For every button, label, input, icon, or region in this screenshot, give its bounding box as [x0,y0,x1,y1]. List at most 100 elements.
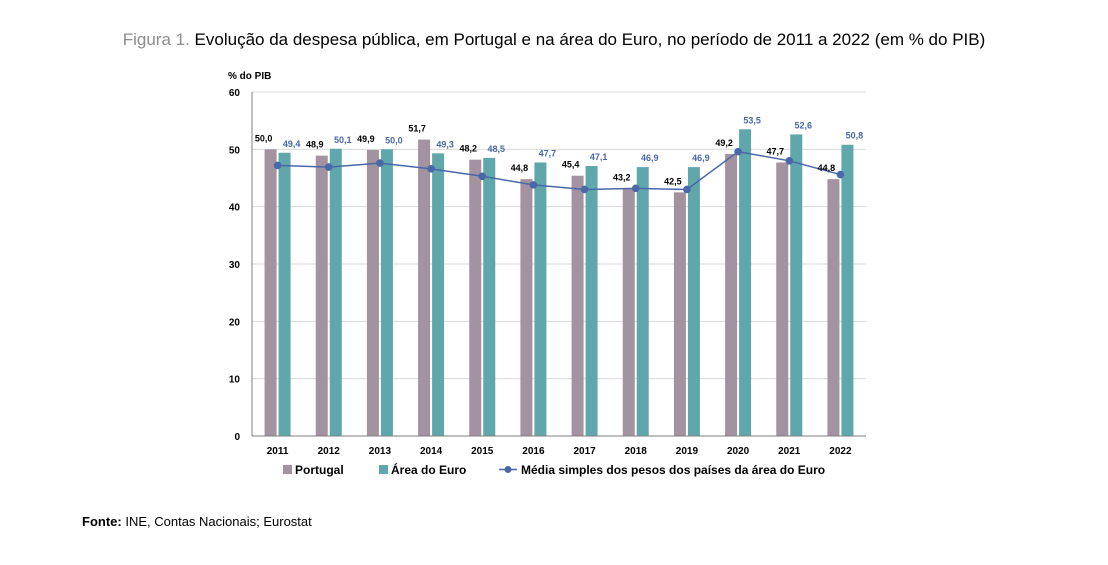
data-label-portugal: 49,9 [357,134,375,144]
data-label-area-euro: 49,4 [283,139,301,149]
data-label-portugal: 45,4 [562,160,580,170]
data-label-portugal: 43,2 [613,172,631,182]
bar-area-euro [790,134,803,436]
data-label-area-euro: 47,7 [539,149,557,159]
legend-label-portugal: Portugal [295,463,344,477]
legend-swatch-average-marker [504,466,512,473]
legend-swatch-portugal [283,465,292,474]
bar-portugal [315,155,328,436]
data-label-portugal: 48,9 [306,140,324,150]
data-label-area-euro: 53,5 [743,115,761,125]
legend-label-area-euro: Área do Euro [391,462,466,477]
bar-area-euro [636,167,649,436]
data-label-portugal: 51,7 [408,124,426,134]
y-tick-label: 0 [234,432,240,443]
figure-label: Figura 1. [122,30,190,49]
data-label-area-euro: 50,1 [334,135,352,145]
y-tick-label: 10 [229,375,241,386]
average-point [529,181,538,189]
data-label-portugal: 44,8 [818,163,836,173]
bar-area-euro [534,162,547,436]
x-tick-label: 2014 [420,446,443,457]
bar-area-euro [739,129,752,436]
y-tick-label: 60 [229,88,241,99]
bar-portugal [571,175,584,436]
gridlines [252,91,866,380]
data-label-portugal: 47,7 [766,147,784,157]
y-tick-label: 20 [229,317,241,328]
average-point [785,157,794,165]
figure-caption: Figura 1. Evolução da despesa pública, e… [0,30,1108,50]
y-tick-label: 50 [229,145,241,156]
y-tick-label: 30 [229,260,241,271]
data-label-portugal: 50,0 [255,133,273,143]
average-point [580,185,589,194]
legend: Portugal Área do Euro Média simples dos pe… [283,462,825,477]
data-label-portugal: 44,8 [511,163,529,173]
legend-swatch-area-euro [379,465,388,474]
x-tick-label: 2017 [573,446,596,457]
average-point [683,185,691,194]
x-tick-label: 2022 [829,446,852,457]
bar-portugal [622,188,635,436]
bar-area-euro [278,152,291,437]
bar-area-euro [483,157,496,436]
bar-portugal [725,153,738,437]
bar-portugal [264,149,277,437]
x-tick-label: 2021 [778,446,801,457]
bar-area-euro [380,149,393,437]
average-point [478,172,487,181]
x-tick-label: 2020 [727,446,750,457]
source-label: Fonte: [82,514,122,529]
bar-portugal [418,139,431,436]
data-label-area-euro: 50,0 [385,135,403,145]
bar-portugal [776,162,789,436]
data-labels: 50,0 49,4 48,9 50,1 49,9 50,0 51,7 49,3 48,2 48,5… [255,115,863,186]
bar-area-euro [841,144,854,436]
data-label-portugal: 48,2 [459,144,477,154]
bars [264,129,854,437]
bar-portugal [520,179,533,436]
data-label-area-euro: 46,9 [692,153,710,163]
bar-portugal [827,179,840,436]
data-label-area-euro: 46,9 [641,153,659,163]
figure-title: Evolução da despesa pública, em Portugal… [194,30,986,49]
bar-area-euro [329,148,342,436]
y-tick-label: 40 [229,203,241,214]
source-text: INE, Contas Nacionais; Eurostat [125,514,312,529]
legend-label-average: Média simples dos pesos dos países da ár… [521,463,825,477]
average-point [631,184,640,193]
data-label-portugal: 42,5 [664,176,682,186]
data-label-area-euro: 47,1 [590,152,608,162]
data-label-portugal: 49,2 [715,138,733,148]
bar-area-euro [432,153,445,436]
data-label-area-euro: 50,8 [846,131,864,141]
data-label-area-euro: 48,5 [487,144,505,154]
data-label-area-euro: 52,6 [794,120,812,130]
average-point [836,170,845,179]
bar-portugal [469,159,482,437]
average-line-layer [273,147,845,194]
average-point [376,159,384,167]
bar-area-euro [585,165,598,436]
average-point [324,163,333,171]
x-tick-label: 2019 [676,446,699,457]
data-label-area-euro: 49,3 [436,139,454,149]
average-point [427,165,435,173]
source-note: Fonte: INE, Contas Nacionais; Eurostat [82,514,312,529]
x-tick-label: 2011 [267,446,289,457]
y-axis-label: % do PIB [228,71,271,82]
average-line [277,150,841,191]
x-tick-label: 2015 [471,446,494,457]
x-tick-label: 2013 [369,446,392,457]
axes: 0 10 20 30 40 50 60 2011 2012 2013 2014 2015 2016 201… [229,88,866,457]
bar-portugal [366,149,379,436]
bar-portugal [673,192,686,436]
average-point [273,161,282,170]
x-tick-label: 2018 [625,446,648,457]
bar-area-euro [687,167,700,436]
x-tick-label: 2016 [522,446,545,457]
average-point [734,147,742,156]
x-tick-label: 2012 [318,446,341,457]
